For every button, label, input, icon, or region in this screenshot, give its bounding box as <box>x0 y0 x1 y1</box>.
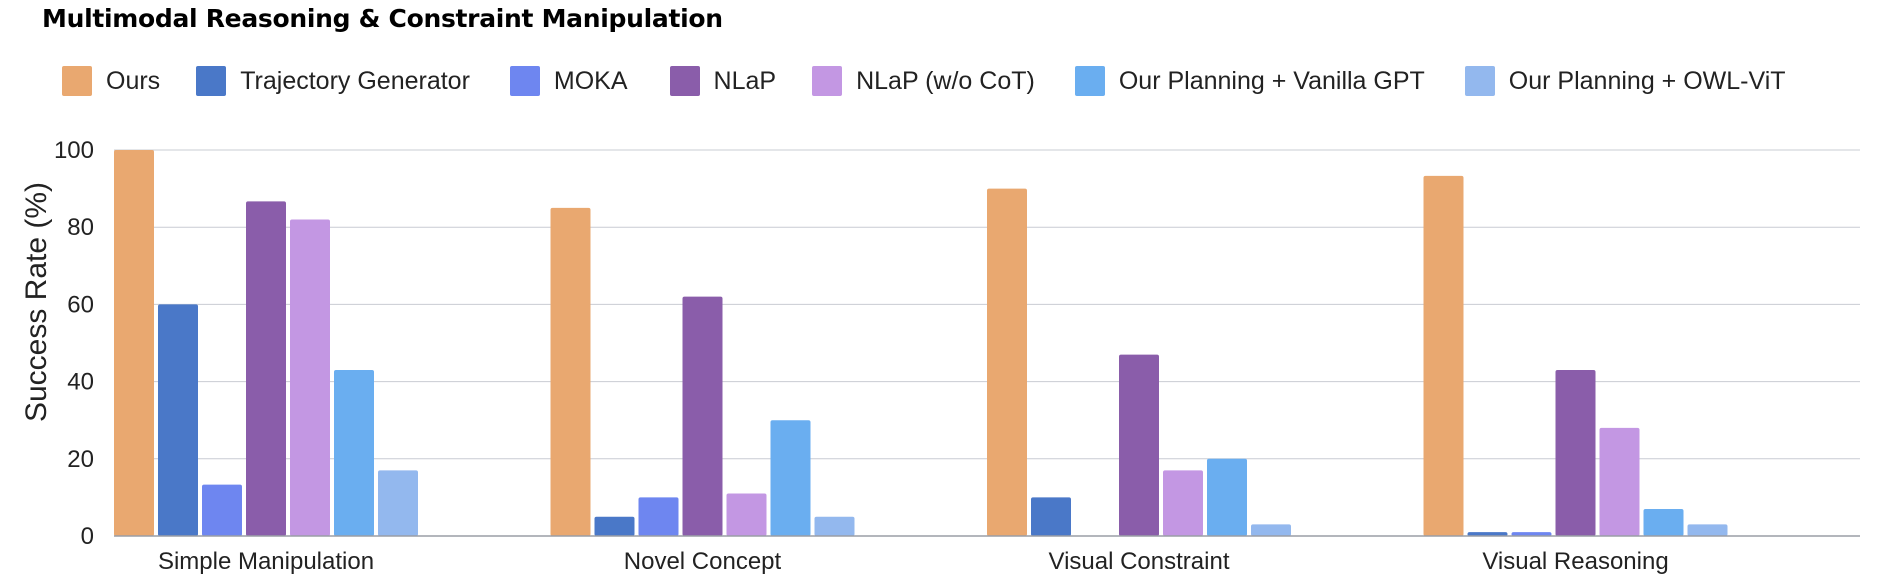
legend-item: Our Planning + Vanilla GPT <box>1074 66 1425 96</box>
bar <box>1207 458 1247 536</box>
y-tick-label: 100 <box>54 137 94 164</box>
bar <box>1687 524 1728 536</box>
legend: Ours Trajectory Generator MOKA NLaP NLaP (w/… <box>62 66 1786 96</box>
legend-swatch <box>1464 66 1495 96</box>
bar <box>334 370 374 536</box>
bar <box>1031 497 1071 536</box>
bar <box>202 484 242 536</box>
bar <box>550 207 591 536</box>
bar <box>987 188 1027 536</box>
legend-label: NLaP <box>713 66 777 95</box>
legend-item: MOKA <box>509 66 628 96</box>
bar <box>1251 524 1291 536</box>
x-tick-label: Novel Concept <box>624 548 782 575</box>
y-tick-label: 20 <box>67 446 94 473</box>
bar <box>246 201 286 536</box>
bar <box>114 150 154 536</box>
legend-item: Trajectory Generator <box>196 66 470 96</box>
legend-swatch <box>509 66 540 96</box>
bar <box>1163 470 1203 536</box>
bar <box>594 516 635 536</box>
bar <box>638 497 679 536</box>
legend-swatch <box>1074 66 1105 96</box>
chart-title: Multimodal Reasoning & Constraint Manipu… <box>42 4 723 33</box>
legend-item: NLaP <box>669 66 777 96</box>
y-tick-label: 60 <box>67 291 94 318</box>
y-tick-label: 40 <box>67 369 94 396</box>
bar <box>1119 354 1159 536</box>
legend-item: Ours <box>62 66 160 96</box>
legend-label: NLaP (w/o CoT) <box>856 66 1035 95</box>
legend-swatch <box>812 66 843 96</box>
legend-label: Our Planning + Vanilla GPT <box>1118 66 1425 95</box>
legend-swatch <box>669 66 700 96</box>
bar <box>378 470 418 536</box>
legend-swatch <box>196 66 227 96</box>
legend-label: Trajectory Generator <box>240 66 470 95</box>
legend-swatch <box>62 66 92 96</box>
bar <box>1599 427 1640 536</box>
y-tick-label: 80 <box>67 214 94 241</box>
bar <box>770 420 811 536</box>
bar <box>158 304 198 536</box>
bar <box>814 516 855 536</box>
legend-item: NLaP (w/o CoT) <box>812 66 1035 96</box>
y-axis-title: Success Rate (%) <box>20 182 53 422</box>
bar <box>1643 508 1684 536</box>
legend-label: Our Planning + OWL-ViT <box>1508 66 1786 95</box>
legend-label: MOKA <box>553 66 628 95</box>
legend-label: Ours <box>106 66 161 95</box>
bar <box>290 219 330 537</box>
bar <box>1555 370 1596 536</box>
x-tick-label: Simple Manipulation <box>158 548 374 575</box>
bar <box>1511 532 1552 536</box>
bar <box>726 493 767 536</box>
bar <box>1467 532 1508 536</box>
bar <box>1423 175 1464 536</box>
bar <box>682 296 723 536</box>
legend-item: Our Planning + OWL-ViT <box>1464 66 1786 96</box>
x-tick-label: Visual Reasoning <box>1482 548 1668 575</box>
x-tick-label: Visual Constraint <box>1049 548 1230 575</box>
y-tick-label: 0 <box>81 523 94 550</box>
